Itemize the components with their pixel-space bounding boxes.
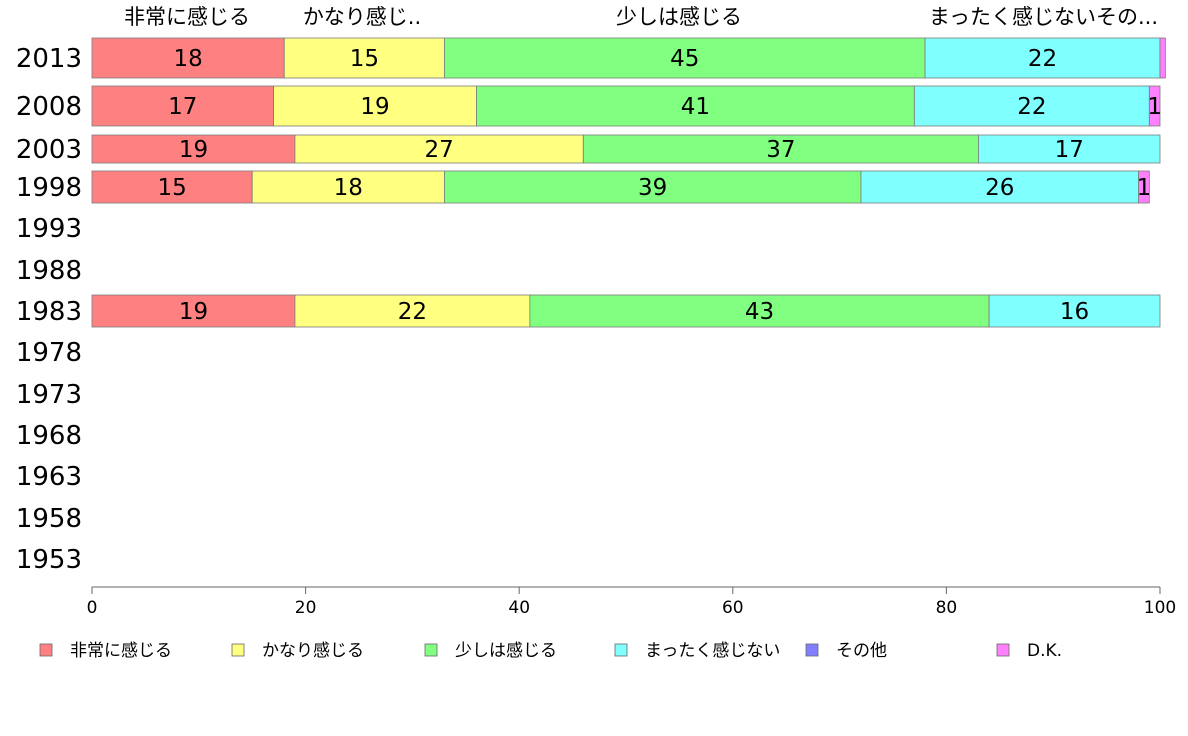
bar-segment	[283, 37, 445, 79]
x-tick-label: 100	[1144, 598, 1176, 618]
bar-segment	[294, 294, 531, 328]
top-label: 非常に感じる	[124, 5, 250, 29]
top-label: まったく感じないその...	[929, 5, 1158, 29]
bar-segment	[444, 170, 862, 204]
data-label: 27	[424, 137, 453, 163]
legend-swatch	[996, 643, 1010, 657]
data-label: 18	[173, 46, 202, 72]
data-label: 22	[398, 299, 427, 325]
legend-label: D.K.	[1027, 641, 1062, 661]
y-tick-label: 1978	[16, 338, 82, 368]
data-label: 37	[766, 137, 795, 163]
bar-segment	[91, 134, 296, 164]
data-label: 1	[1147, 94, 1162, 120]
top-label: かなり感じ..	[303, 5, 421, 29]
bar-segment	[924, 37, 1161, 79]
data-label: 22	[1028, 46, 1057, 72]
bar-segment	[91, 85, 274, 127]
bar-segment	[251, 170, 445, 204]
y-tick-label: 1953	[16, 545, 82, 575]
legend-label: かなり感じる	[262, 641, 364, 661]
data-label: 22	[1017, 94, 1046, 120]
legend-swatch	[805, 643, 819, 657]
bar-segment	[1159, 37, 1166, 79]
x-tick-label: 20	[295, 598, 317, 618]
data-label: 15	[350, 46, 379, 72]
legend-label: 非常に感じる	[70, 641, 172, 661]
bar-segment	[1138, 170, 1150, 204]
data-label: 19	[360, 94, 389, 120]
bar-segment	[529, 294, 990, 328]
y-tick-label: 2008	[16, 92, 82, 122]
bar-segment	[476, 85, 915, 127]
y-tick-label: 1998	[16, 173, 82, 203]
legend-label: 少しは感じる	[455, 641, 557, 661]
data-label: 17	[1055, 137, 1084, 163]
bar-segment	[294, 134, 584, 164]
x-tick-label: 60	[722, 598, 744, 618]
legend-swatch	[424, 643, 438, 657]
bar-segment	[444, 37, 926, 79]
x-axis: 0 20 40 60 80 100	[87, 586, 1176, 618]
data-label: 43	[745, 299, 774, 325]
y-tick-label: 1983	[16, 297, 82, 327]
bar-segment	[91, 294, 296, 328]
bar-segment	[582, 134, 979, 164]
data-label: 41	[681, 94, 710, 120]
y-tick-label: 1968	[16, 421, 82, 451]
y-tick-label: 2013	[16, 44, 82, 74]
bars-group: 18 15 45 22 17 19 41 22 1 19 27 37 17 15 18 39 26 1 19 22 43…	[91, 37, 1166, 328]
bar-segment	[988, 294, 1161, 328]
legend-label: その他	[836, 641, 887, 661]
data-label: 19	[179, 137, 208, 163]
x-tick-label: 40	[508, 598, 530, 618]
y-tick-label: 1973	[16, 380, 82, 410]
y-tick-label: 1993	[16, 214, 82, 244]
top-label: 少しは感じる	[616, 5, 742, 29]
y-axis-labels: 2013 2008 2003 1998 1993 1988 1983 1978 1973 1968…	[16, 44, 82, 575]
y-tick-label: 1988	[16, 256, 82, 286]
data-label: 1	[1137, 175, 1152, 201]
data-label: 18	[334, 175, 363, 201]
bar-segment	[913, 85, 1150, 127]
bar-segment	[91, 37, 285, 79]
data-label: 26	[985, 175, 1014, 201]
legend-swatch	[614, 643, 628, 657]
data-label: 17	[168, 94, 197, 120]
legend-label: まったく感じない	[645, 641, 780, 661]
legend-swatch	[231, 643, 245, 657]
y-tick-label: 2003	[16, 135, 82, 165]
data-label: 45	[670, 46, 699, 72]
legend: 非常に感じる かなり感じる 少しは感じる まったく感じない その他 D.K.	[39, 641, 1062, 661]
bar-segment	[1148, 85, 1161, 127]
y-tick-label: 1958	[16, 504, 82, 534]
top-labels: 非常に感じる かなり感じ.. 少しは感じる まったく感じないその...	[124, 5, 1158, 29]
bar-segment	[91, 170, 253, 204]
bar-segment	[978, 134, 1161, 164]
legend-swatch	[39, 643, 53, 657]
data-label: 39	[638, 175, 667, 201]
data-label: 19	[179, 299, 208, 325]
y-tick-label: 1963	[16, 462, 82, 492]
x-tick-label: 80	[936, 598, 958, 618]
data-label: 16	[1060, 299, 1089, 325]
bar-segment	[273, 85, 477, 127]
data-label: 15	[157, 175, 186, 201]
x-tick-label: 0	[87, 598, 98, 618]
